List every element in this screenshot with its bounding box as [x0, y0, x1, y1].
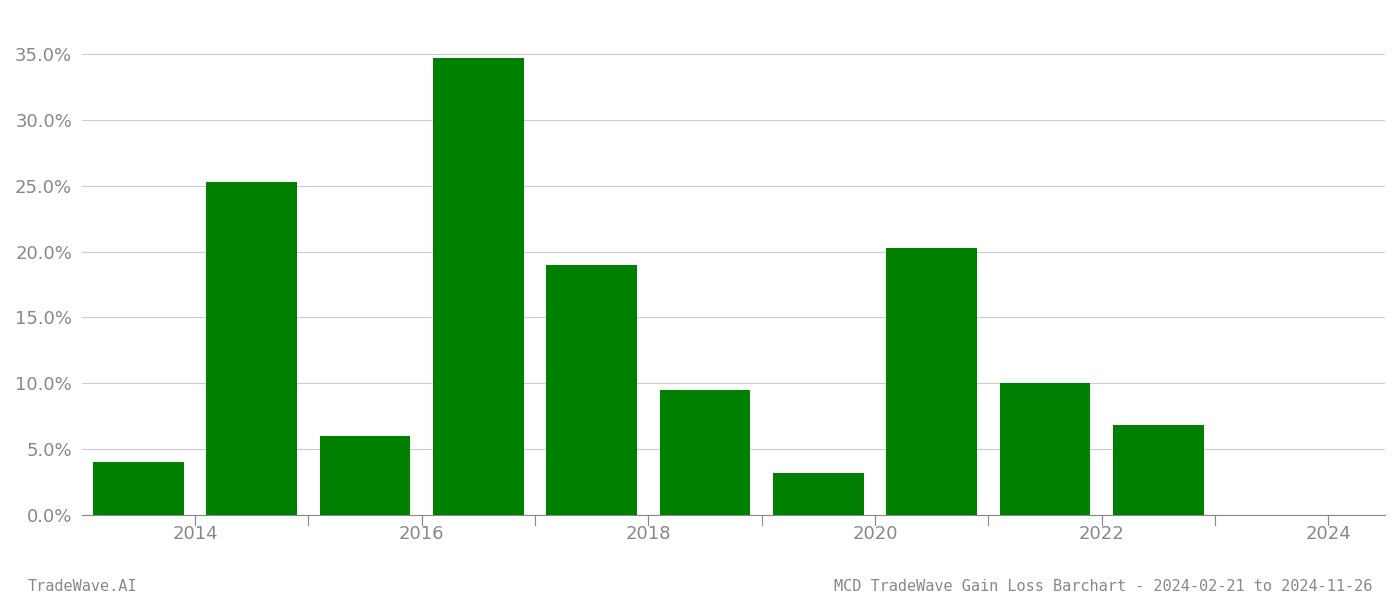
Bar: [546, 265, 637, 515]
Bar: [1113, 425, 1204, 515]
Bar: [773, 473, 864, 515]
Bar: [886, 248, 977, 515]
Bar: [94, 462, 183, 515]
Bar: [319, 436, 410, 515]
Bar: [659, 389, 750, 515]
Text: TradeWave.AI: TradeWave.AI: [28, 579, 137, 594]
Bar: [1000, 383, 1091, 515]
Bar: [433, 58, 524, 515]
Text: MCD TradeWave Gain Loss Barchart - 2024-02-21 to 2024-11-26: MCD TradeWave Gain Loss Barchart - 2024-…: [833, 579, 1372, 594]
Bar: [206, 182, 297, 515]
